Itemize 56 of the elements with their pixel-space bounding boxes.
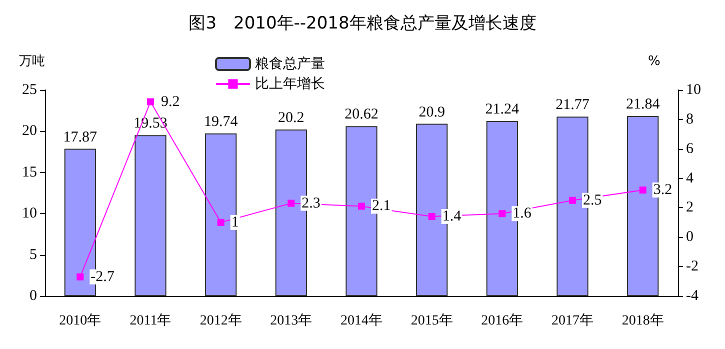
x-tick-label: 2012年 — [200, 312, 242, 328]
data-label: 1 — [231, 214, 239, 230]
data-label: 17.87 — [63, 129, 98, 146]
data-label: -2.7 — [90, 268, 115, 285]
y2-tick-label: 4 — [686, 170, 694, 186]
data-label: 3.2 — [653, 182, 672, 198]
data-label: 20.62 — [344, 106, 378, 123]
bar — [205, 133, 237, 296]
x-tick-label: 2015年 — [410, 312, 453, 328]
x-tick-label: 2018年 — [622, 312, 664, 328]
point — [288, 200, 295, 207]
x-tick-label: 2014年 — [340, 312, 382, 328]
data-label: 21.24 — [485, 101, 520, 118]
y-axis-title: 万吨 — [19, 54, 45, 69]
data-label: 19.74 — [204, 114, 238, 130]
data-label: 2.5 — [583, 192, 602, 208]
y-tick-label: 15 — [22, 164, 37, 180]
point — [639, 186, 646, 194]
y2-axis-title: % — [648, 54, 660, 69]
point — [569, 196, 576, 204]
point — [76, 273, 84, 280]
y-tick-label: 25 — [22, 82, 37, 98]
data-label: 1.4 — [442, 208, 462, 225]
data-label: 21.77 — [556, 97, 590, 114]
data-label: 21.84 — [626, 96, 660, 113]
x-tick-label: 2013年 — [270, 312, 312, 328]
data-label: 20.2 — [278, 110, 304, 126]
y-tick-label: 10 — [22, 206, 37, 222]
point — [428, 213, 436, 220]
y2-tick-label: 0 — [686, 229, 694, 246]
y-tick-label: 5 — [30, 246, 37, 263]
y2-tick-label: -2 — [686, 258, 698, 275]
chart-title: 图3 2010年--2018年粮食总产量及增长速度 — [188, 14, 536, 34]
data-label: 9.2 — [161, 94, 180, 110]
data-label: 1.6 — [512, 206, 532, 222]
y2-tick-label: 6 — [686, 140, 694, 157]
point — [498, 210, 506, 218]
y-tick-label: 0 — [30, 288, 37, 304]
y2-tick-label: 8 — [686, 111, 694, 128]
data-label: 2.3 — [302, 195, 320, 212]
y2-tick-label: 2 — [686, 200, 694, 216]
data-label: 2.1 — [372, 198, 391, 214]
x-tick-label: 2016年 — [481, 312, 524, 328]
x-tick-label: 2011年 — [130, 312, 172, 328]
legend-label: 粮食总产量 — [255, 56, 325, 72]
point — [358, 202, 365, 210]
y-tick-label: 20 — [22, 123, 37, 140]
x-tick-label: 2017年 — [552, 312, 594, 328]
point — [147, 98, 154, 106]
x-tick-label: 2010年 — [59, 312, 102, 328]
bar — [134, 135, 166, 296]
point — [217, 218, 224, 226]
y2-tick-label: -4 — [686, 288, 699, 304]
data-label: 20.9 — [418, 104, 445, 120]
legend-label: 比上年增长 — [255, 76, 325, 92]
y2-tick-label: 10 — [686, 82, 701, 98]
